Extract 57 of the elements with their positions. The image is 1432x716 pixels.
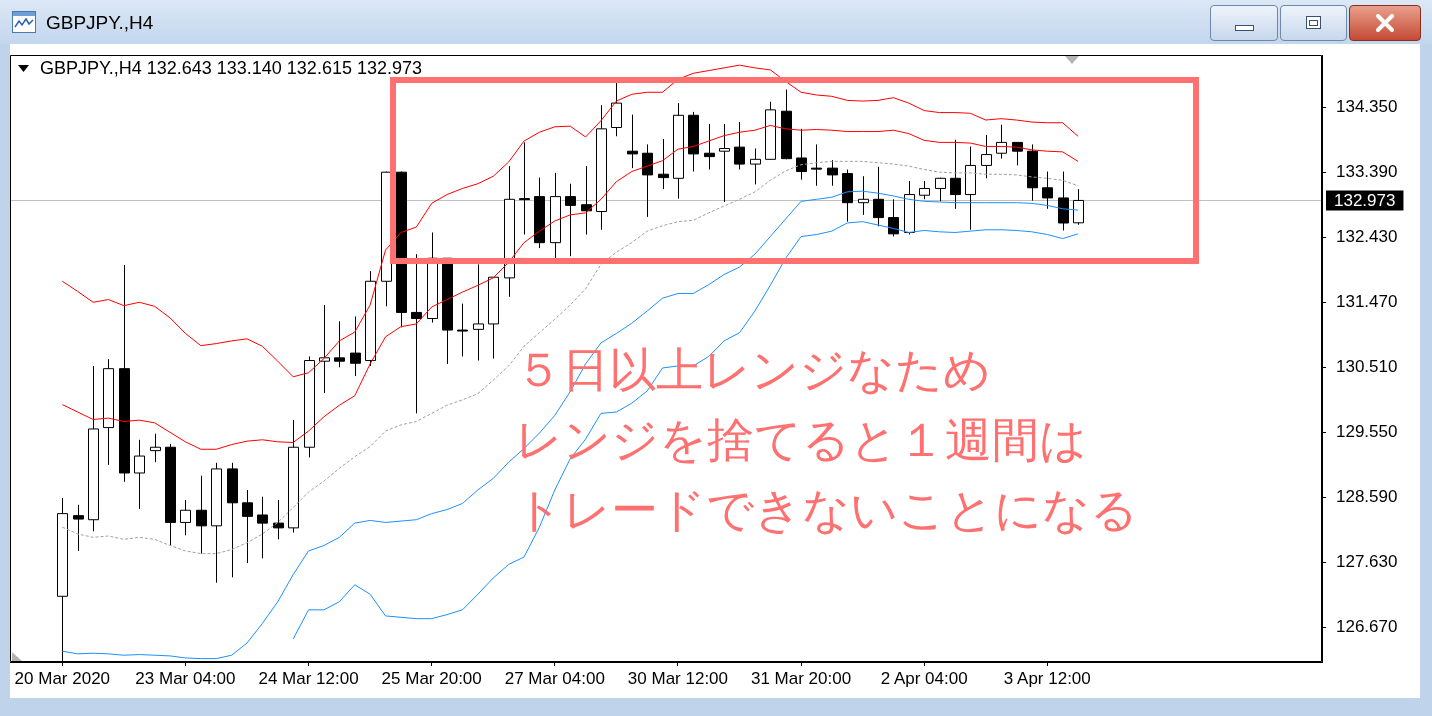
chart-subtitle: GBPJPY.,H4 132.643 133.140 132.615 132.973 <box>40 58 422 78</box>
candlestick <box>858 175 869 216</box>
candlestick <box>581 165 592 236</box>
candlestick <box>627 114 638 169</box>
candlestick <box>642 143 653 218</box>
candlestick <box>1042 171 1053 210</box>
candlestick <box>411 253 422 414</box>
candlestick <box>242 489 253 564</box>
candlestick <box>888 198 899 238</box>
candlestick <box>719 123 730 203</box>
candlestick <box>334 320 345 368</box>
candlestick <box>750 147 761 185</box>
y-tick-label: 133.390 <box>1336 161 1398 181</box>
x-tick-label: 3 Apr 12:00 <box>1003 668 1091 688</box>
candlestick <box>519 141 530 236</box>
chart-title: GBPJPY.,H4 <box>46 12 154 34</box>
candlestick <box>827 159 838 187</box>
y-tick-label: 132.430 <box>1336 226 1398 246</box>
candlestick <box>996 124 1007 160</box>
ref-line-label: 132.973 <box>1334 191 1396 211</box>
candlestick <box>73 504 84 552</box>
x-tick-label: 31 Mar 20:00 <box>750 668 852 688</box>
candlestick <box>180 499 191 536</box>
candlestick <box>473 263 484 362</box>
candlestick <box>150 433 161 463</box>
y-tick-label: 129.550 <box>1336 422 1398 442</box>
y-tick-label: 134.350 <box>1336 96 1398 116</box>
y-tick-label: 128.590 <box>1336 487 1398 507</box>
candlestick <box>981 134 992 179</box>
candlestick <box>1073 188 1084 226</box>
x-tick-label: 30 Mar 12:00 <box>627 668 729 688</box>
x-tick-label: 20 Mar 2020 <box>14 668 111 688</box>
x-tick-label: 2 Apr 04:00 <box>880 668 968 688</box>
candlestick <box>919 180 930 200</box>
candlestick <box>658 138 669 190</box>
candlestick <box>273 499 284 540</box>
candlestick <box>350 316 361 377</box>
candlestick <box>873 166 884 227</box>
y-tick-label: 131.470 <box>1336 291 1398 311</box>
x-tick-label: 23 Mar 04:00 <box>135 668 236 688</box>
candlestick <box>704 123 715 170</box>
y-tick-label: 126.670 <box>1336 617 1398 637</box>
candlestick <box>734 121 745 170</box>
y-tick-label: 127.630 <box>1336 552 1398 572</box>
x-tick-label: 27 Mar 04:00 <box>504 668 605 688</box>
candlestick <box>196 475 207 555</box>
candlestick <box>134 439 145 510</box>
candlestick <box>950 139 961 210</box>
y-tick-label: 130.510 <box>1336 356 1398 376</box>
x-tick-label: 25 Mar 20:00 <box>381 668 482 688</box>
candlestick <box>565 183 576 257</box>
candlestick <box>319 304 330 394</box>
candlestick <box>457 303 468 357</box>
x-tick-label: 24 Mar 12:00 <box>258 668 359 688</box>
candlestick <box>796 128 807 181</box>
candlestick <box>257 496 268 559</box>
candlestick <box>811 143 822 187</box>
